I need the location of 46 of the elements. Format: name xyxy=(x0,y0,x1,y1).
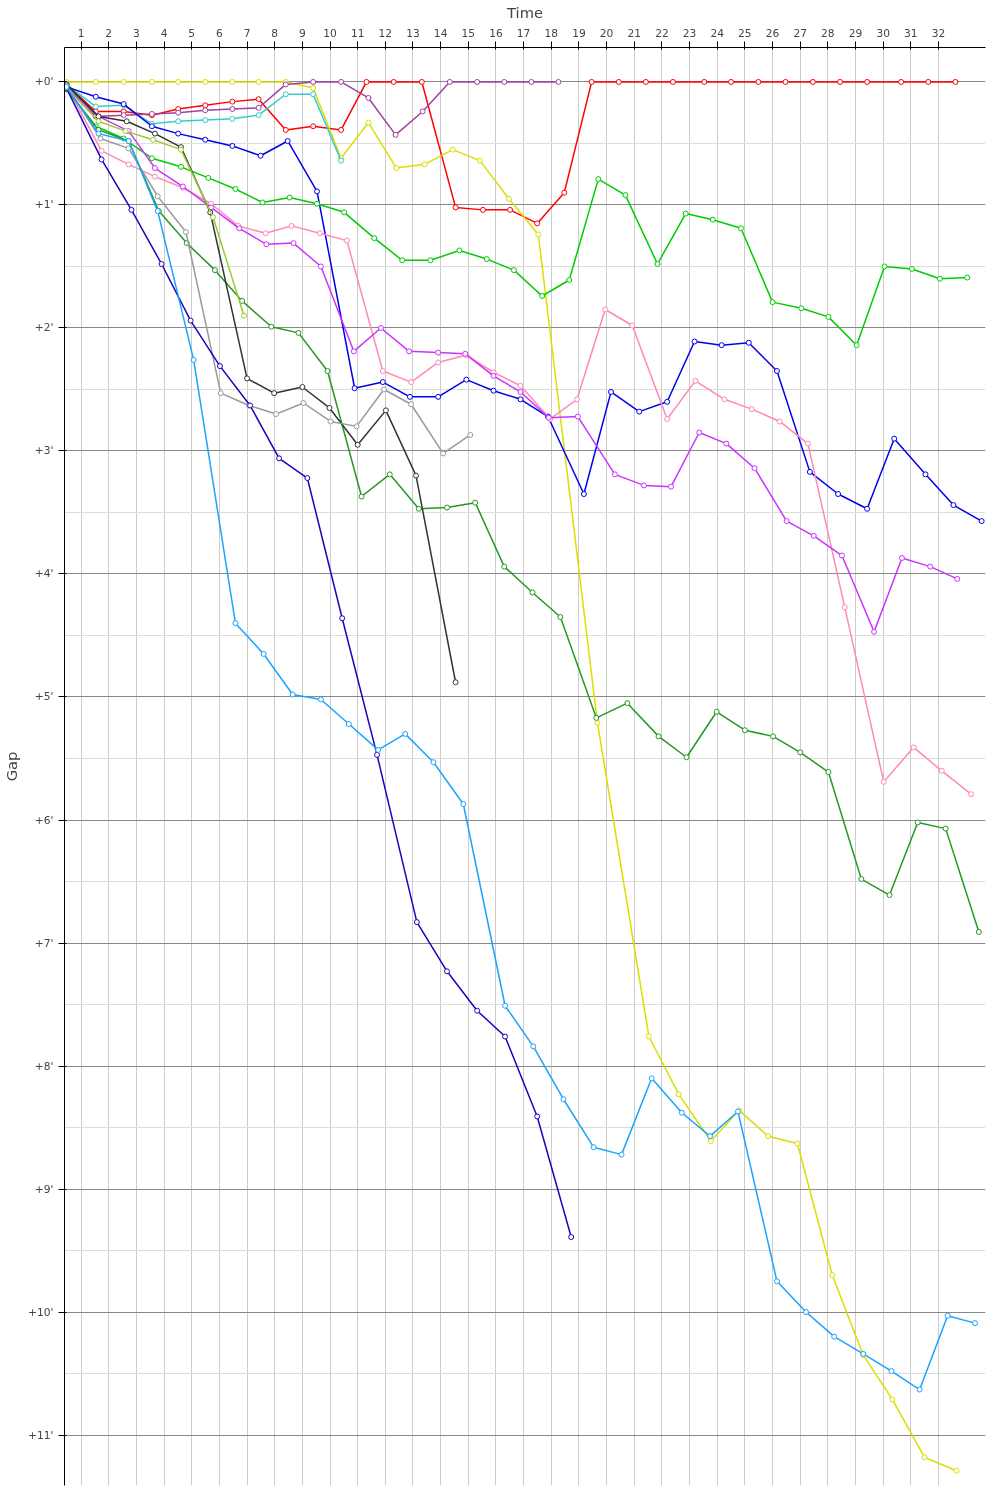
x-tick-label: 1 xyxy=(77,26,85,40)
x-tick-label: 8 xyxy=(271,26,279,40)
x-tick-label: 31 xyxy=(904,26,918,40)
x-tick-label: 26 xyxy=(765,26,780,40)
x-tick-label: 24 xyxy=(710,26,725,40)
y-tick-label: +8' xyxy=(34,1059,54,1073)
x-tick-label: 27 xyxy=(793,26,807,40)
x-tick-label: 25 xyxy=(738,26,752,40)
y-tick-label: +11' xyxy=(28,1428,54,1442)
x-tick-label: 30 xyxy=(876,26,891,40)
y-axis-title: Gap xyxy=(3,751,21,782)
x-tick-label: 6 xyxy=(215,26,223,40)
x-tick-label: 20 xyxy=(599,26,614,40)
x-tick-label: 9 xyxy=(298,26,306,40)
x-tick-label: 4 xyxy=(160,26,168,40)
x-tick-label: 16 xyxy=(489,26,503,40)
y-tick-label: +7' xyxy=(34,936,54,950)
x-tick-label: 11 xyxy=(350,26,365,40)
x-tick-label: 15 xyxy=(461,26,476,40)
x-tick-label: 28 xyxy=(821,26,835,40)
x-tick-label: 32 xyxy=(931,26,946,40)
y-tick-label: +10' xyxy=(28,1305,54,1319)
x-tick-label: 21 xyxy=(627,26,642,40)
x-tick-label: 2 xyxy=(105,26,113,40)
x-tick-label: 5 xyxy=(188,26,196,40)
x-tick-label: 12 xyxy=(378,26,393,40)
y-tick-label: +4' xyxy=(34,567,54,581)
x-tick-label: 14 xyxy=(433,26,448,40)
x-tick-label: 23 xyxy=(682,26,697,40)
x-tick-label: 7 xyxy=(243,26,251,40)
x-tick-label: 18 xyxy=(544,26,559,40)
x-tick-label: 13 xyxy=(406,26,420,40)
x-tick-label: 17 xyxy=(516,26,531,40)
y-tick-label: +2' xyxy=(34,321,54,335)
x-tick-label: 3 xyxy=(133,26,140,40)
y-tick-label: +9' xyxy=(34,1182,54,1196)
x-tick-label: 19 xyxy=(572,26,586,40)
x-axis-title: Time xyxy=(506,3,543,21)
y-tick-label: +1' xyxy=(34,198,54,212)
y-tick-label: +3' xyxy=(34,444,54,458)
y-tick-label: +0' xyxy=(34,75,54,89)
x-tick-label: 22 xyxy=(655,26,669,40)
x-tick-label: 10 xyxy=(323,26,338,40)
y-tick-label: +6' xyxy=(34,813,54,827)
y-tick-label: +5' xyxy=(34,690,54,704)
x-tick-label: 29 xyxy=(848,26,863,40)
